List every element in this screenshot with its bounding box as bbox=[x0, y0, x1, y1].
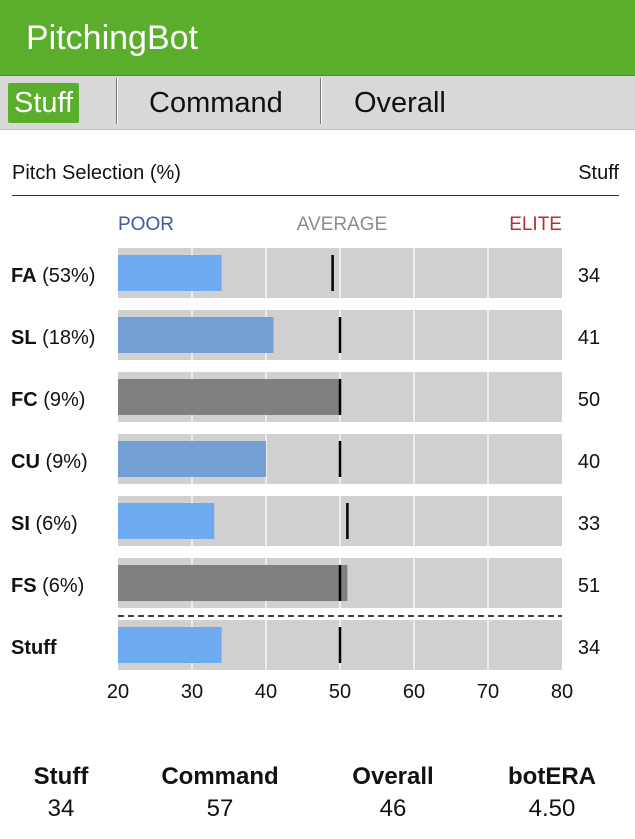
x-tick-label: 70 bbox=[477, 681, 499, 703]
tab-command[interactable]: Command bbox=[149, 87, 283, 119]
pitch-row-value: 51 bbox=[578, 575, 600, 597]
summary-overall-label: Overall bbox=[352, 763, 434, 790]
total-row-value: 34 bbox=[578, 637, 600, 659]
stuff-bar-chart: POOR AVERAGE ELITE FA (53%) 34 SL (18%) 41 FC (… bbox=[11, 214, 600, 703]
pitch-row-usage-pct: (53%) bbox=[37, 265, 96, 287]
total-row-bar bbox=[118, 627, 222, 663]
total-row-label: Stuff bbox=[11, 637, 57, 659]
summary-row: Stuff 34 Command 57 Overall 46 botERA 4.… bbox=[0, 760, 635, 839]
tab-separator bbox=[320, 78, 322, 124]
x-tick-label: 60 bbox=[403, 681, 425, 703]
section-divider bbox=[12, 195, 619, 196]
pitch-row-value: 41 bbox=[578, 327, 600, 349]
pitch-row-name: CU bbox=[11, 451, 40, 473]
pitch-row-bar bbox=[118, 565, 348, 601]
pitch-row-bar bbox=[118, 255, 222, 291]
pitch-row-label: CU (9%) bbox=[11, 451, 88, 473]
scale-label-elite: ELITE bbox=[509, 214, 562, 235]
summary-command-label: Command bbox=[161, 763, 279, 790]
scale-label-average: AVERAGE bbox=[297, 214, 387, 235]
summary-stuff-value: 34 bbox=[47, 795, 75, 822]
pitch-row-value: 34 bbox=[578, 265, 600, 287]
pitch-row-name: FC bbox=[11, 389, 38, 411]
pitch-row-usage-pct: (6%) bbox=[30, 513, 78, 535]
pitch-row-usage-pct: (6%) bbox=[37, 575, 85, 597]
tab-overall[interactable]: Overall bbox=[354, 87, 446, 119]
summary-botera: botERA 4.50 bbox=[482, 760, 622, 824]
summary-command: Command 57 bbox=[150, 760, 290, 824]
pitch-row-usage-pct: (18%) bbox=[37, 327, 96, 349]
pitch-row-name: FS bbox=[11, 575, 37, 597]
pitch-row-label: SL (18%) bbox=[11, 327, 95, 349]
total-row-name: Stuff bbox=[11, 637, 57, 659]
summary-overall-value: 46 bbox=[379, 795, 407, 822]
pitch-row-name: SL bbox=[11, 327, 37, 349]
stuff-column-header: Stuff bbox=[578, 162, 619, 184]
summary-stuff-label: Stuff bbox=[33, 763, 89, 790]
x-tick-label: 80 bbox=[551, 681, 573, 703]
pitch-row-label: FA (53%) bbox=[11, 265, 95, 287]
pitch-row-label: FC (9%) bbox=[11, 389, 85, 411]
summary-overall: Overall 46 bbox=[323, 760, 463, 824]
scale-label-poor: POOR bbox=[118, 214, 174, 235]
summary-stuff: Stuff 34 bbox=[0, 760, 131, 824]
pitch-row-value: 40 bbox=[578, 451, 600, 473]
pitch-row-label: FS (6%) bbox=[11, 575, 84, 597]
pitch-row-label: SI (6%) bbox=[11, 513, 78, 535]
app-header: PitchingBot bbox=[0, 0, 635, 76]
pitch-row-value: 50 bbox=[578, 389, 600, 411]
pitch-row-name: SI bbox=[11, 513, 30, 535]
pitch-row-name: FA bbox=[11, 265, 37, 287]
summary-botera-label: botERA bbox=[508, 763, 596, 790]
tab-separator bbox=[116, 78, 118, 124]
pitch-selection-header: Pitch Selection (%) bbox=[12, 162, 181, 184]
pitch-row-bar bbox=[118, 317, 274, 353]
pitch-row-value: 33 bbox=[578, 513, 600, 535]
pitch-row-bar bbox=[118, 379, 340, 415]
x-tick-label: 30 bbox=[181, 681, 203, 703]
tab-bar: Stuff Command Overall bbox=[0, 76, 635, 130]
summary-botera-value: 4.50 bbox=[528, 795, 576, 822]
app-title: PitchingBot bbox=[26, 19, 198, 57]
pitch-row-usage-pct: (9%) bbox=[40, 451, 88, 473]
pitch-row-usage-pct: (9%) bbox=[38, 389, 86, 411]
tab-stuff[interactable]: Stuff bbox=[8, 83, 80, 123]
x-tick-label: 20 bbox=[107, 681, 129, 703]
pitch-row-bar bbox=[118, 503, 215, 539]
x-tick-label: 50 bbox=[329, 681, 351, 703]
summary-command-value: 57 bbox=[206, 795, 234, 822]
pitch-row-bar bbox=[118, 441, 266, 477]
x-tick-label: 40 bbox=[255, 681, 277, 703]
